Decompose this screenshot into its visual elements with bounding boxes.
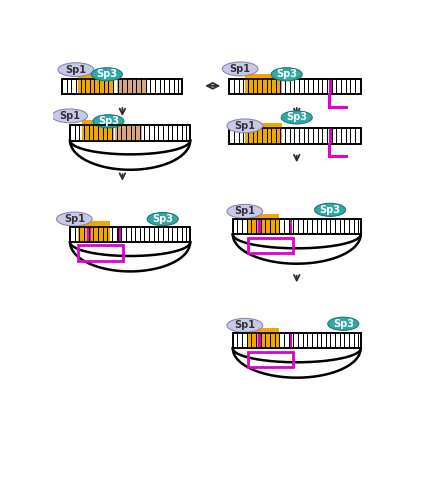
- Ellipse shape: [147, 213, 178, 226]
- Bar: [247, 214, 279, 219]
- Text: Sp1: Sp1: [59, 111, 80, 121]
- Bar: [229, 79, 361, 94]
- Bar: [248, 238, 293, 253]
- Bar: [233, 219, 361, 235]
- Bar: [247, 219, 279, 235]
- Ellipse shape: [328, 317, 359, 330]
- Bar: [115, 125, 142, 141]
- Ellipse shape: [56, 212, 92, 226]
- Text: Sp1: Sp1: [64, 214, 85, 224]
- Bar: [245, 74, 282, 79]
- Bar: [70, 125, 190, 141]
- Bar: [245, 79, 282, 94]
- Bar: [70, 227, 190, 242]
- Bar: [247, 327, 279, 333]
- Bar: [78, 245, 123, 261]
- Bar: [229, 79, 361, 94]
- Bar: [233, 333, 361, 348]
- Ellipse shape: [222, 62, 258, 76]
- Ellipse shape: [271, 68, 302, 81]
- Ellipse shape: [227, 318, 263, 332]
- Text: Sp3: Sp3: [152, 214, 173, 224]
- Bar: [82, 120, 114, 125]
- Bar: [245, 123, 282, 128]
- Bar: [289, 333, 293, 348]
- Text: Sp1: Sp1: [234, 320, 255, 330]
- Bar: [289, 219, 293, 235]
- Bar: [70, 227, 190, 242]
- Bar: [78, 227, 110, 242]
- Bar: [229, 128, 361, 143]
- Text: Sp1: Sp1: [234, 121, 255, 131]
- Ellipse shape: [58, 63, 94, 76]
- Bar: [78, 74, 113, 79]
- Bar: [258, 333, 261, 348]
- Text: Sp1: Sp1: [234, 206, 255, 217]
- Bar: [78, 79, 113, 94]
- Ellipse shape: [52, 109, 88, 123]
- Bar: [328, 79, 333, 94]
- Ellipse shape: [227, 119, 263, 133]
- Text: Sp3: Sp3: [96, 69, 117, 79]
- Text: Sp3: Sp3: [333, 319, 354, 329]
- Text: Sp3: Sp3: [98, 116, 119, 126]
- Bar: [245, 128, 282, 143]
- Ellipse shape: [227, 205, 263, 218]
- Ellipse shape: [314, 203, 346, 217]
- Bar: [70, 125, 190, 141]
- Bar: [328, 128, 333, 143]
- Text: Sp1: Sp1: [65, 65, 86, 75]
- Bar: [78, 221, 110, 227]
- Bar: [87, 227, 91, 242]
- Ellipse shape: [91, 68, 123, 81]
- Bar: [118, 227, 122, 242]
- Bar: [117, 79, 147, 94]
- Bar: [62, 79, 182, 94]
- Bar: [229, 128, 361, 143]
- Text: Sp3: Sp3: [276, 69, 297, 79]
- Bar: [233, 219, 361, 235]
- Bar: [258, 219, 261, 235]
- Text: Sp3: Sp3: [286, 112, 307, 122]
- Ellipse shape: [281, 111, 312, 124]
- Text: Sp3: Sp3: [320, 205, 341, 215]
- Bar: [62, 79, 182, 94]
- Bar: [233, 333, 361, 348]
- Bar: [248, 351, 293, 367]
- Text: Sp1: Sp1: [230, 64, 250, 74]
- Bar: [82, 125, 114, 141]
- Bar: [247, 333, 279, 348]
- Ellipse shape: [93, 115, 124, 128]
